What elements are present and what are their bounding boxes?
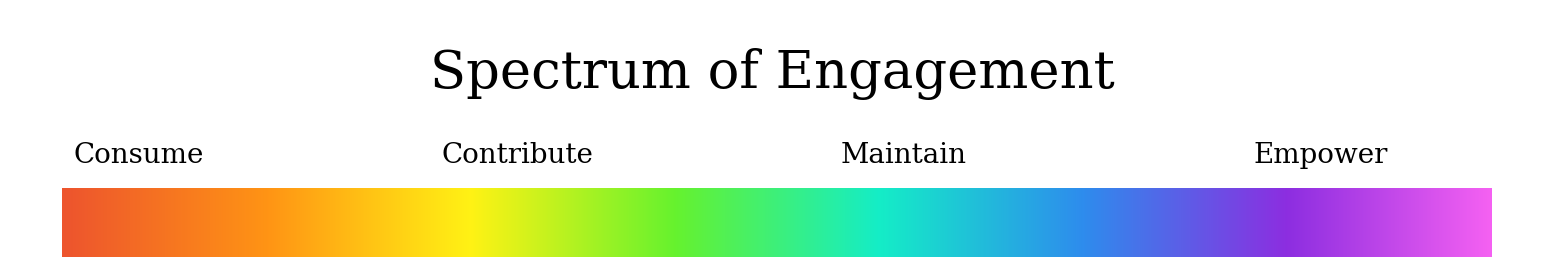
Text: Consume: Consume	[74, 142, 204, 169]
Text: Spectrum of Engagement: Spectrum of Engagement	[430, 48, 1115, 100]
Text: Empower: Empower	[1255, 142, 1387, 169]
Text: Maintain: Maintain	[840, 142, 967, 169]
Text: Contribute: Contribute	[442, 142, 593, 169]
